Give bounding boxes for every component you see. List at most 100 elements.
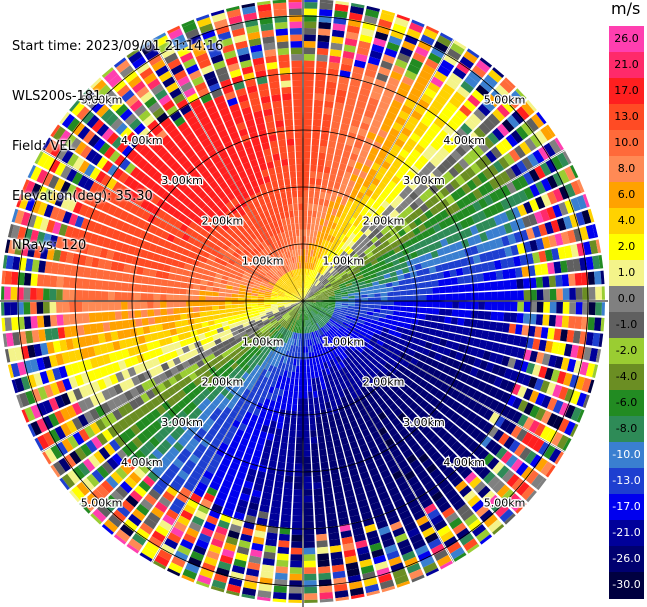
velocity-gate <box>298 296 303 301</box>
velocity-gate <box>417 223 427 233</box>
velocity-gate <box>259 313 267 318</box>
velocity-gate <box>313 230 318 238</box>
velocity-gate <box>160 294 167 301</box>
velocity-gate <box>161 439 172 451</box>
velocity-gate <box>312 462 320 470</box>
velocity-gate <box>477 418 488 431</box>
velocity-gate <box>260 498 271 507</box>
velocity-gate <box>409 401 419 411</box>
velocity-gate <box>331 564 345 573</box>
velocity-gate <box>412 366 421 375</box>
velocity-gate <box>307 291 313 297</box>
velocity-gate <box>396 14 411 22</box>
velocity-gate <box>538 365 548 379</box>
velocity-gate <box>260 570 274 579</box>
velocity-gate <box>312 469 321 477</box>
velocity-gate <box>330 327 337 333</box>
velocity-gate <box>271 500 282 508</box>
velocity-gate <box>96 355 105 367</box>
velocity-gate <box>368 125 379 135</box>
velocity-gate <box>108 281 116 291</box>
velocity-gate <box>79 88 91 100</box>
velocity-gate <box>201 422 211 433</box>
velocity-gate <box>529 239 538 252</box>
velocity-gate <box>456 199 466 210</box>
velocity-gate <box>213 362 222 371</box>
velocity-gate <box>442 245 452 255</box>
velocity-gate <box>271 414 279 422</box>
velocity-gate <box>303 210 308 217</box>
velocity-gate <box>407 411 418 422</box>
velocity-gate <box>82 130 96 144</box>
velocity-gate <box>544 221 554 235</box>
velocity-gate <box>448 166 460 178</box>
velocity-gate <box>314 330 319 338</box>
velocity-gate <box>517 399 529 413</box>
velocity-gate <box>360 291 368 295</box>
velocity-gate <box>477 393 488 405</box>
velocity-gate <box>347 308 355 312</box>
velocity-gate <box>495 270 504 280</box>
velocity-gate <box>368 340 376 347</box>
velocity-gate <box>417 469 429 481</box>
velocity-gate <box>354 431 364 441</box>
velocity-gate <box>307 291 313 297</box>
velocity-gate <box>264 295 271 298</box>
velocity-gate <box>274 360 280 368</box>
velocity-gate <box>217 366 226 375</box>
velocity-gate <box>140 284 148 293</box>
velocity-gate <box>348 216 356 225</box>
velocity-gate <box>190 422 201 432</box>
velocity-gate <box>331 386 338 394</box>
velocity-gate <box>201 204 211 214</box>
velocity-gate <box>409 58 423 69</box>
velocity-gate <box>390 209 400 218</box>
velocity-gate <box>316 314 322 321</box>
velocity-gate <box>284 314 290 321</box>
velocity-gate <box>402 328 410 335</box>
velocity-gate <box>344 340 352 347</box>
velocity-gate <box>234 449 245 459</box>
velocity-gate <box>331 260 338 268</box>
velocity-gate <box>128 399 139 411</box>
velocity-gate <box>141 546 156 560</box>
velocity-gate <box>211 422 222 432</box>
velocity-gate <box>333 485 343 494</box>
velocity-gate <box>492 524 505 535</box>
velocity-gate <box>356 364 364 372</box>
velocity-gate <box>380 123 391 133</box>
velocity-gate <box>312 475 322 483</box>
velocity-gate <box>541 353 551 366</box>
velocity-gate <box>112 509 127 523</box>
velocity-gate <box>303 301 305 308</box>
velocity-gate <box>254 380 262 388</box>
velocity-gate <box>303 333 305 340</box>
velocity-gate <box>520 121 534 136</box>
velocity-gate <box>449 325 457 333</box>
velocity-gate <box>345 495 356 505</box>
velocity-gate <box>2 333 8 347</box>
velocity-gate <box>276 354 282 362</box>
velocity-gate <box>314 501 324 509</box>
velocity-gate <box>128 538 143 552</box>
velocity-gate <box>506 95 520 109</box>
velocity-gate <box>391 276 399 282</box>
velocity-gate <box>42 356 52 369</box>
velocity-gate <box>254 255 262 262</box>
velocity-gate <box>296 298 303 301</box>
velocity-gate <box>459 140 472 153</box>
velocity-gate <box>598 333 604 347</box>
velocity-gate <box>422 133 434 144</box>
velocity-gate <box>311 310 317 316</box>
velocity-gate <box>139 445 151 457</box>
velocity-gate <box>372 281 380 286</box>
velocity-gate <box>303 80 314 87</box>
velocity-gate <box>561 274 570 287</box>
velocity-gate <box>438 416 449 427</box>
velocity-gate <box>352 330 360 337</box>
velocity-gate <box>394 454 405 464</box>
velocity-gate <box>496 104 510 118</box>
velocity-gate <box>261 353 268 361</box>
velocity-gate <box>511 383 522 396</box>
velocity-gate <box>337 169 345 178</box>
